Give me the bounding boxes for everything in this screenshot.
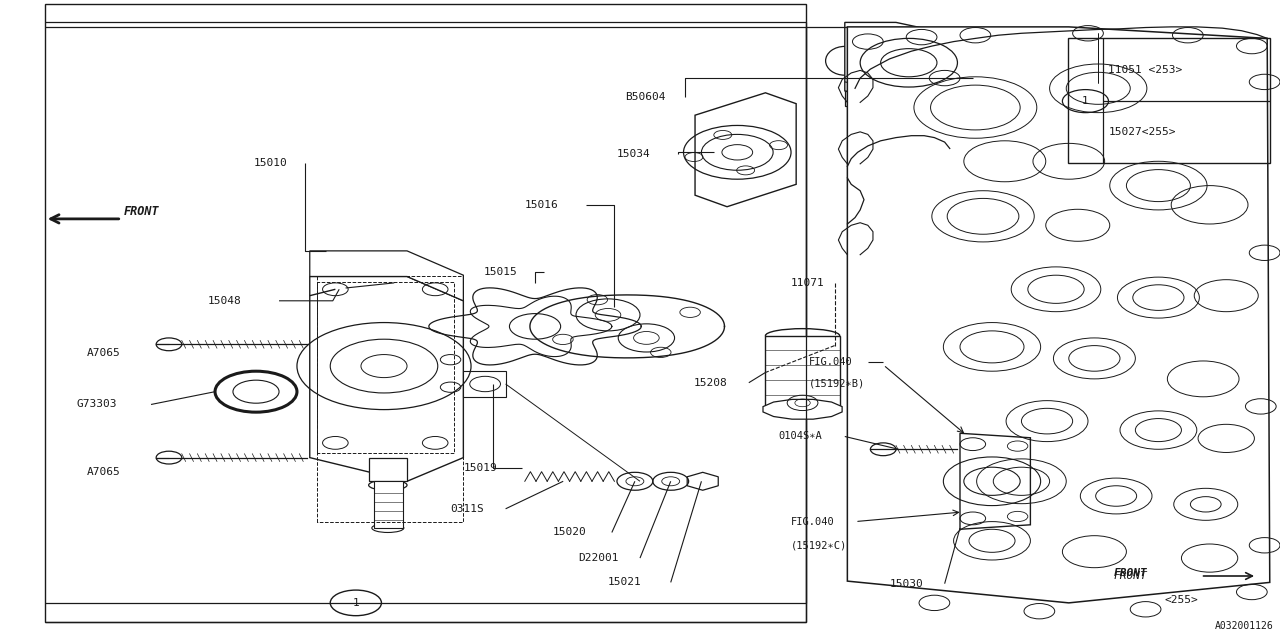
- Text: 1: 1: [352, 598, 360, 608]
- Text: D22001: D22001: [579, 553, 620, 563]
- Text: 11051 <253>: 11051 <253>: [1108, 65, 1183, 75]
- Text: 15016: 15016: [525, 200, 558, 210]
- Text: A7065: A7065: [87, 348, 120, 358]
- Text: 1: 1: [1082, 96, 1089, 106]
- Polygon shape: [765, 335, 840, 410]
- Text: A7065: A7065: [87, 467, 120, 477]
- Text: 15030: 15030: [890, 579, 923, 589]
- Text: 15021: 15021: [608, 577, 641, 588]
- Text: B50604: B50604: [625, 92, 666, 102]
- Text: 15034: 15034: [617, 148, 650, 159]
- Text: 15027<255>: 15027<255>: [1108, 127, 1176, 137]
- Polygon shape: [374, 481, 403, 528]
- Text: 15208: 15208: [694, 378, 727, 388]
- Polygon shape: [310, 276, 463, 481]
- Polygon shape: [960, 433, 1030, 529]
- Text: 15048: 15048: [207, 296, 241, 306]
- Text: FIG.040: FIG.040: [809, 356, 852, 367]
- Text: 15015: 15015: [484, 267, 517, 277]
- Polygon shape: [310, 251, 463, 301]
- Text: 15010: 15010: [253, 158, 287, 168]
- Text: FRONT: FRONT: [124, 205, 160, 218]
- Text: (15192∗C): (15192∗C): [791, 540, 847, 550]
- Text: 0311S: 0311S: [451, 504, 484, 514]
- Polygon shape: [763, 399, 842, 419]
- Text: (15192∗B): (15192∗B): [809, 379, 865, 389]
- Polygon shape: [847, 27, 1270, 603]
- Polygon shape: [369, 458, 407, 481]
- Text: 0104S∗A: 0104S∗A: [778, 431, 822, 442]
- Polygon shape: [687, 472, 718, 490]
- Polygon shape: [695, 93, 796, 207]
- Text: FRONT: FRONT: [1114, 568, 1147, 578]
- Text: G73303: G73303: [77, 399, 118, 410]
- Text: FIG.040: FIG.040: [791, 516, 835, 527]
- Polygon shape: [463, 371, 506, 397]
- Polygon shape: [845, 91, 896, 106]
- Text: <255>: <255>: [1165, 595, 1198, 605]
- Text: A032001126: A032001126: [1215, 621, 1274, 631]
- Text: 15019: 15019: [463, 463, 497, 474]
- Text: 15020: 15020: [553, 527, 586, 538]
- Text: 11071: 11071: [791, 278, 824, 288]
- Polygon shape: [845, 22, 973, 106]
- Text: FRONT: FRONT: [1114, 571, 1147, 581]
